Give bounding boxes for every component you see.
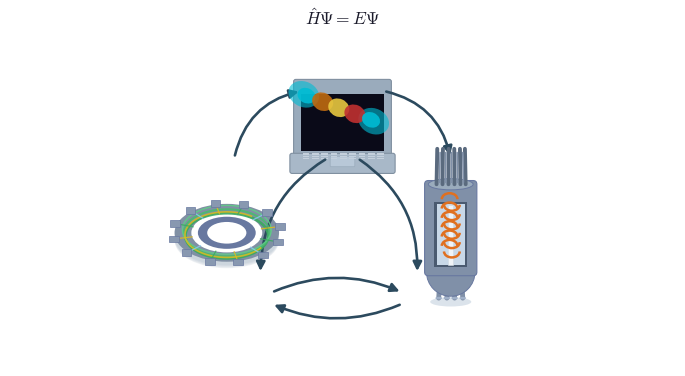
Ellipse shape <box>358 108 389 135</box>
Bar <box>303 158 310 159</box>
Bar <box>238 201 249 208</box>
Bar <box>434 202 467 267</box>
Bar <box>358 158 365 159</box>
Bar <box>301 94 384 152</box>
Bar <box>377 153 384 155</box>
Bar <box>340 156 347 157</box>
Bar <box>377 156 384 157</box>
Bar <box>258 252 268 258</box>
Bar <box>182 249 191 256</box>
Bar <box>368 156 375 157</box>
Bar <box>312 156 319 157</box>
Bar <box>186 207 195 214</box>
Bar <box>331 158 337 159</box>
Bar <box>262 209 272 216</box>
Ellipse shape <box>175 212 279 267</box>
Bar <box>312 158 319 159</box>
FancyBboxPatch shape <box>330 156 355 167</box>
Bar <box>206 258 215 265</box>
Bar <box>331 153 337 155</box>
Ellipse shape <box>207 222 247 244</box>
Bar <box>303 156 310 157</box>
FancyBboxPatch shape <box>294 79 391 159</box>
Ellipse shape <box>430 297 471 306</box>
Ellipse shape <box>191 213 262 252</box>
Bar <box>321 158 328 159</box>
Ellipse shape <box>175 211 279 266</box>
Ellipse shape <box>288 81 319 108</box>
Wedge shape <box>427 272 475 296</box>
Bar <box>436 204 465 265</box>
Ellipse shape <box>362 112 380 128</box>
Bar <box>377 158 384 159</box>
Bar <box>349 156 356 157</box>
Bar <box>368 158 375 159</box>
Bar <box>331 156 337 157</box>
Bar <box>312 153 319 155</box>
Bar <box>169 236 179 243</box>
Ellipse shape <box>198 217 256 249</box>
Bar <box>233 259 243 265</box>
Bar <box>449 205 453 264</box>
Bar <box>340 158 347 159</box>
Ellipse shape <box>451 297 458 299</box>
Ellipse shape <box>428 179 473 190</box>
Ellipse shape <box>312 92 333 111</box>
Bar <box>349 153 356 155</box>
Ellipse shape <box>175 204 279 262</box>
Ellipse shape <box>175 212 279 268</box>
Bar <box>211 200 221 207</box>
Bar <box>303 153 310 155</box>
Ellipse shape <box>436 297 442 299</box>
Bar <box>275 223 284 230</box>
Bar <box>358 156 365 157</box>
Bar <box>358 153 365 155</box>
Bar <box>321 153 328 155</box>
Ellipse shape <box>297 88 316 103</box>
Ellipse shape <box>460 297 466 299</box>
Ellipse shape <box>175 209 279 265</box>
Bar <box>171 220 180 227</box>
Bar <box>340 153 347 155</box>
Bar <box>321 156 328 157</box>
Text: $\hat{H}\Psi = E\Psi$: $\hat{H}\Psi = E\Psi$ <box>305 8 380 29</box>
Ellipse shape <box>328 99 349 117</box>
FancyBboxPatch shape <box>425 180 477 276</box>
Bar <box>349 158 356 159</box>
Ellipse shape <box>443 297 450 299</box>
Bar <box>368 153 375 155</box>
Bar <box>273 239 283 246</box>
Ellipse shape <box>345 105 365 123</box>
FancyBboxPatch shape <box>290 153 395 173</box>
